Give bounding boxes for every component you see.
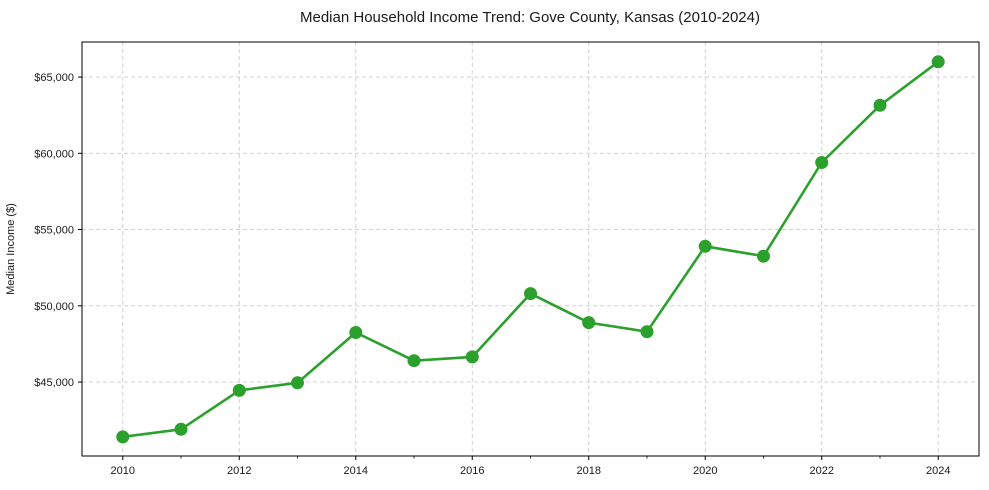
chart-title: Median Household Income Trend: Gove Coun… xyxy=(300,9,760,26)
trend-line xyxy=(121,60,940,439)
data-point-2017 xyxy=(524,287,537,301)
data-point-2013 xyxy=(291,376,304,390)
data-point-2024 xyxy=(931,55,945,69)
y-tick-label: $55,000 xyxy=(34,225,74,237)
y-tick-label: $50,000 xyxy=(34,301,74,313)
x-tick-label: 2016 xyxy=(460,465,484,477)
data-point-2012 xyxy=(232,383,246,397)
y-tick-label: $65,000 xyxy=(34,72,74,84)
x-tick-label: 2020 xyxy=(693,465,717,477)
x-tick-label: 2010 xyxy=(111,465,135,477)
x-tick-label: 2014 xyxy=(344,465,368,477)
plot-border xyxy=(81,41,980,457)
data-point-2011 xyxy=(174,422,188,436)
data-point-2022 xyxy=(815,156,829,169)
data-point-2021 xyxy=(757,249,770,263)
data-point-2018 xyxy=(582,316,596,330)
plot-area: $45,000 $50,000 $55,000 $60,000 $65,000 2010 2… xyxy=(34,41,980,477)
data-point-2016 xyxy=(465,350,479,364)
x-tick-label: 2024 xyxy=(926,465,950,477)
y-axis-label: Median Income ($) xyxy=(5,203,17,295)
data-point-2015 xyxy=(407,354,421,368)
y-tick-label: $60,000 xyxy=(34,148,74,160)
data-point-2020 xyxy=(698,239,712,253)
data-point-2010 xyxy=(116,430,130,444)
x-tick-label: 2018 xyxy=(577,465,601,477)
data-point-2023 xyxy=(873,98,887,112)
data-point-2014 xyxy=(349,326,363,339)
data-point-2019 xyxy=(640,325,654,339)
y-tick-label: $45,000 xyxy=(34,377,74,389)
x-tick-label: 2022 xyxy=(809,465,833,477)
x-tick-label: 2012 xyxy=(227,465,251,477)
